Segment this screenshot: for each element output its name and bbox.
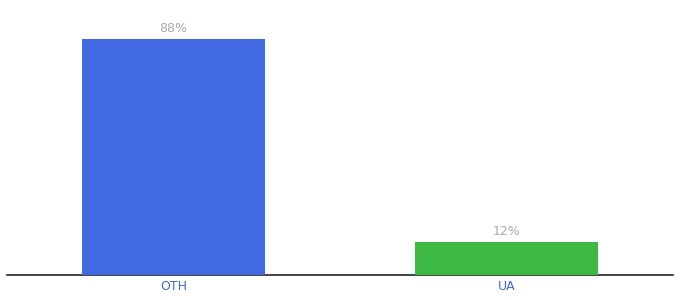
Bar: [415, 242, 598, 274]
Bar: [82, 39, 265, 274]
Text: 12%: 12%: [492, 225, 520, 239]
Text: 88%: 88%: [160, 22, 188, 35]
